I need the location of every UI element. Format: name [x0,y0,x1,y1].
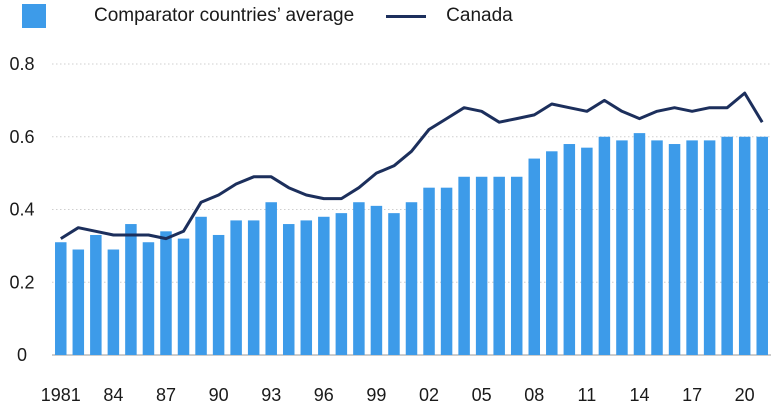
x-tick-label: 1981 [41,385,81,405]
bar [318,216,330,355]
y-tick-label: 0.2 [9,272,34,292]
bar [423,187,435,355]
bar [633,133,646,355]
x-tick-label: 96 [314,385,334,405]
x-tick-label: 14 [629,385,649,405]
bar [212,234,225,355]
y-tick-label: 0.8 [9,54,34,74]
bar [125,224,137,355]
bar [195,216,207,355]
bar [388,213,400,355]
legend-label-comparator: Comparator countries’ average [94,5,355,26]
bar [721,136,733,355]
x-tick-label: 02 [419,385,439,405]
bar [616,140,628,355]
x-tick-label: 20 [735,385,755,405]
legend-swatch-bar [22,4,46,28]
bar [651,140,663,355]
bar [72,249,85,355]
bar [282,224,295,355]
bar [581,147,593,355]
x-tick-label: 05 [472,385,492,405]
bar [405,202,418,355]
bar [142,242,155,355]
bar [738,136,751,355]
bar [703,140,716,355]
bar [563,144,576,355]
y-axis-labels: 0 0.2 0.4 0.6 0.8 [9,54,34,365]
x-tick-label: 08 [524,385,544,405]
bar [493,176,505,355]
bar [107,249,120,355]
y-tick-label: 0.4 [9,200,34,220]
bar [528,158,541,355]
legend-item-canada: Canada [386,5,513,27]
legend-item-comparator: Comparator countries’ average [22,4,354,28]
bar [230,220,242,355]
bar [510,176,523,355]
x-tick-label: 17 [682,385,702,405]
bar [265,202,277,355]
x-tick-label: 87 [156,385,176,405]
x-tick-label: 99 [366,385,386,405]
bar [160,231,172,355]
x-tick-label: 11 [578,385,597,405]
y-tick-label: 0 [17,345,27,365]
x-tick-label: 90 [209,385,229,405]
legend-label-canada: Canada [446,5,513,26]
bar-series [55,133,768,355]
bar [475,176,488,355]
bar [353,202,365,355]
x-tick-label: 84 [103,385,123,405]
bar [247,220,260,355]
bar [686,140,698,355]
bar [668,144,681,355]
bar [335,213,348,355]
bar [177,238,190,355]
bar [756,136,768,355]
line-series [60,91,764,241]
x-tick-label: 93 [261,385,281,405]
y-tick-label: 0.6 [9,127,34,147]
x-axis-labels: 1981 84 87 90 93 96 99 02 05 08 11 14 17 20 [41,385,755,405]
bar [458,176,470,355]
bar [598,136,611,355]
legend: Comparator countries’ average Canada [22,4,513,28]
bar [440,187,453,355]
legend-swatch-line [386,14,427,18]
bar [546,151,558,355]
bar [55,242,67,355]
bar [300,220,313,355]
bar [90,234,102,355]
bar [370,205,383,355]
